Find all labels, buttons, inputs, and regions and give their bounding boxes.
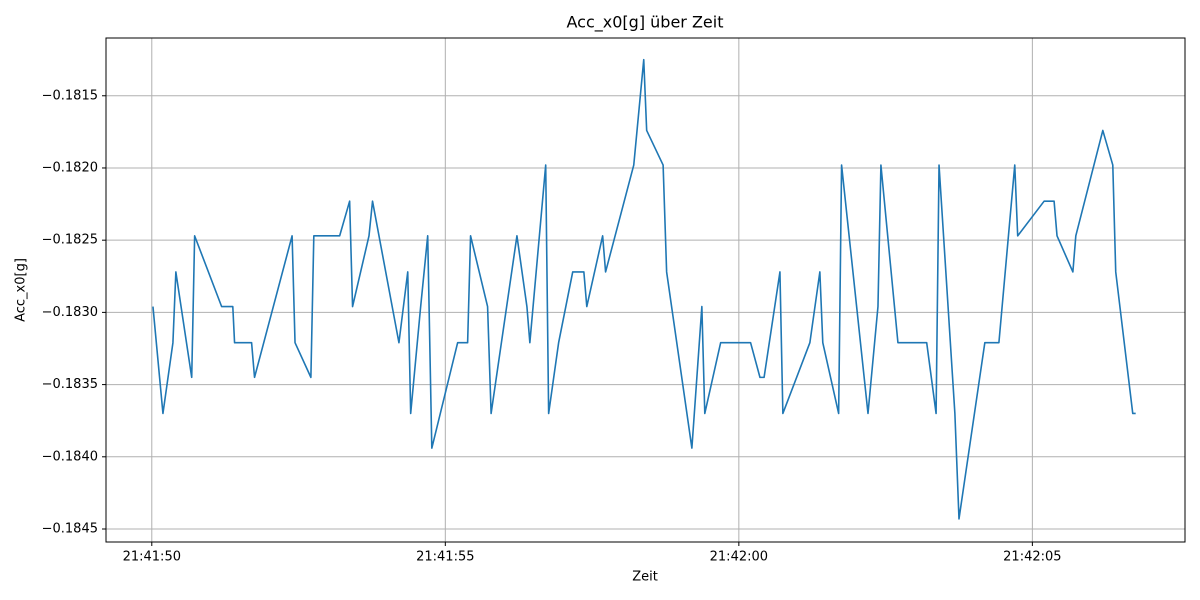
x-axis-label: Zeit [632,570,658,585]
y-tick-label: −0.1835 [42,377,98,392]
x-tick-label: 21:41:55 [416,550,474,565]
y-tick-label: −0.1815 [42,88,98,103]
chart-title: Acc_x0[g] über Zeit [567,13,724,33]
y-tick-label: −0.1845 [42,522,98,537]
y-axis-label: Acc_x0[g] [14,258,29,322]
y-tick-label: −0.1820 [42,160,98,175]
x-tick-label: 21:42:00 [710,550,768,565]
y-tick-label: −0.1830 [42,305,98,320]
y-tick-label: −0.1840 [42,449,98,464]
plot-frame [105,37,1186,543]
y-tick-label: −0.1825 [42,233,98,248]
x-tick-label: 21:42:05 [1003,550,1061,565]
x-tick-label: 21:41:50 [123,550,181,565]
data-line [152,58,1136,520]
